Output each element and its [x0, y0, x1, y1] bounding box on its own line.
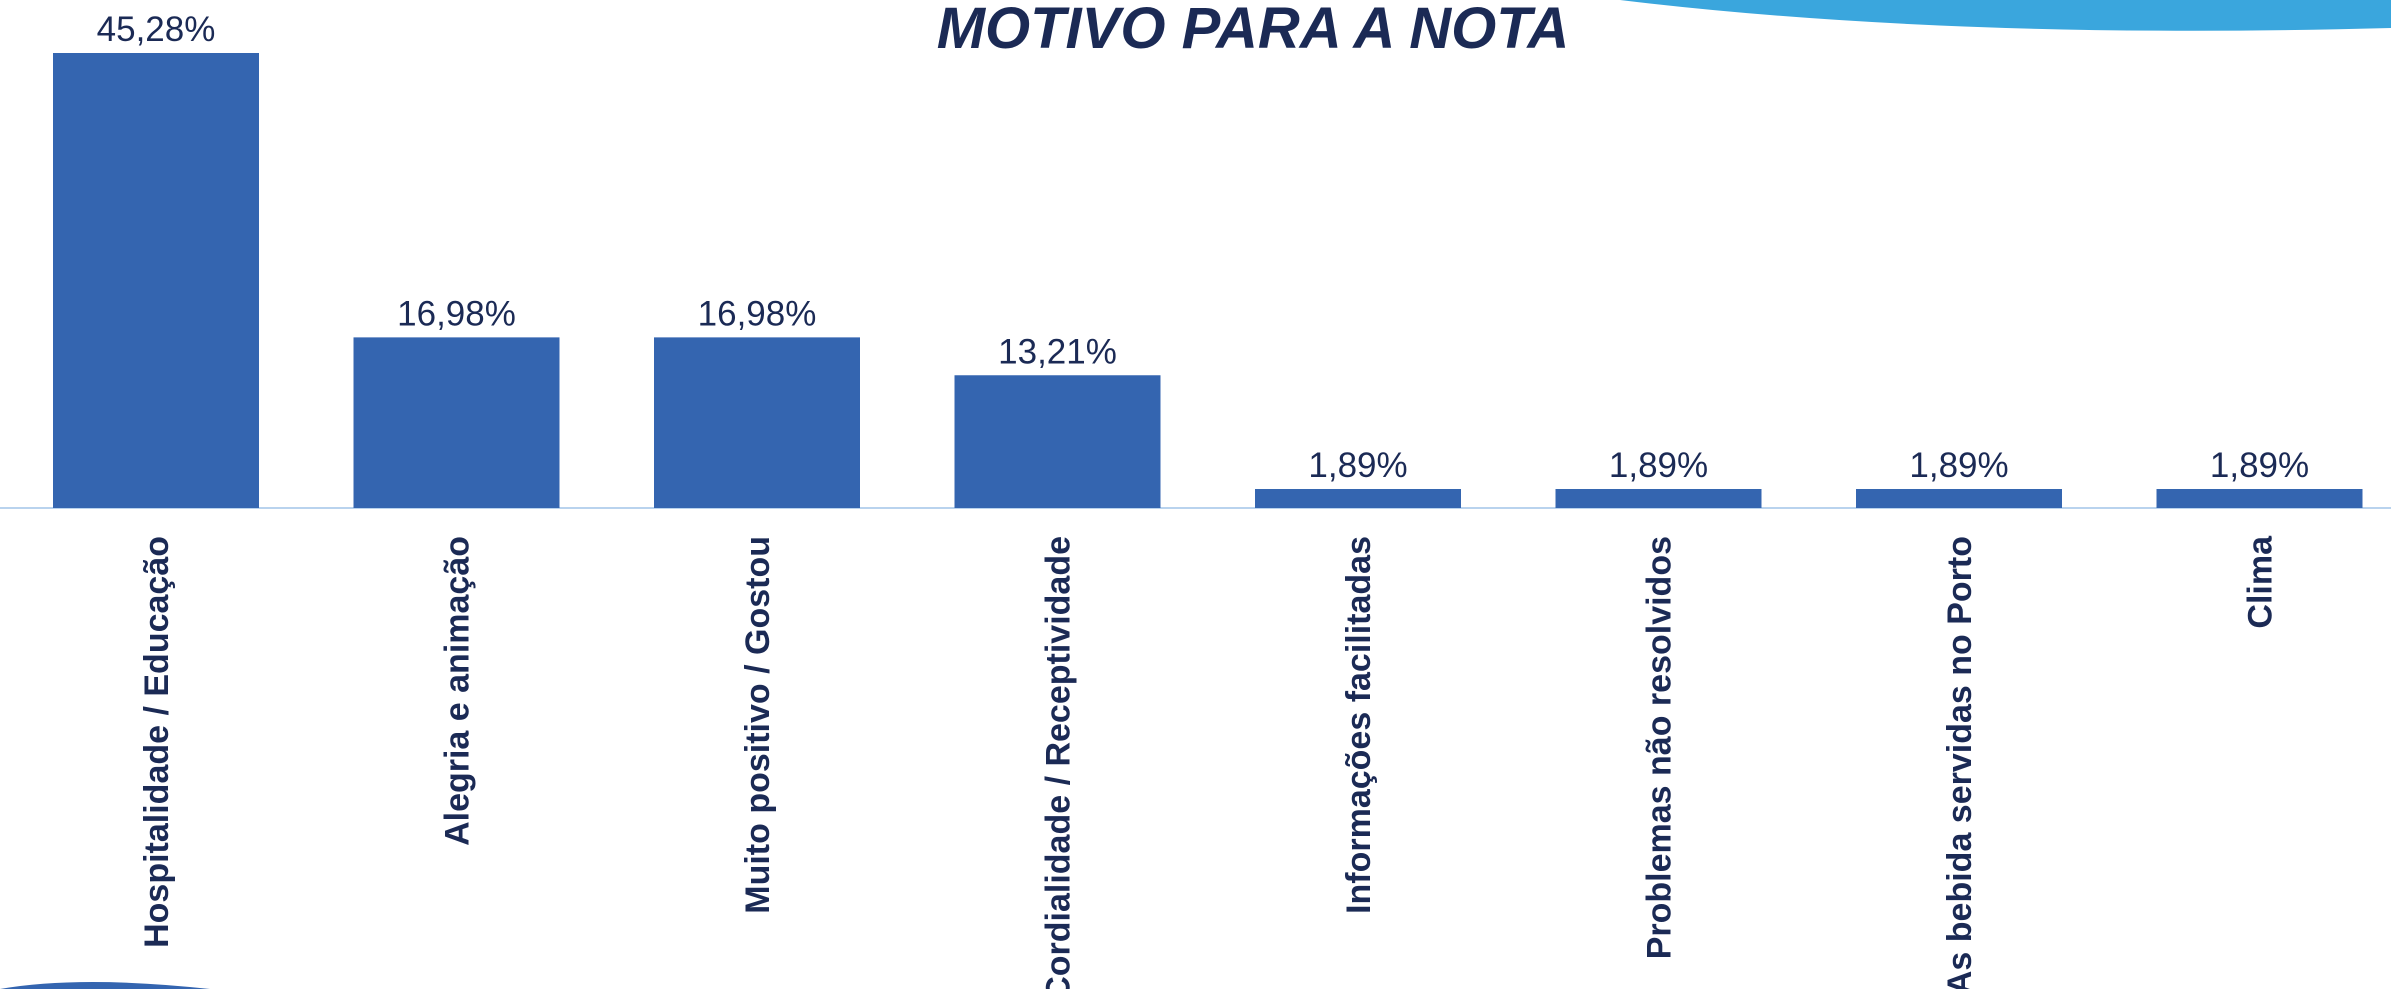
value-label: 16,98% — [397, 294, 516, 333]
value-label: 1,89% — [1609, 446, 1708, 485]
value-label: 1,89% — [1308, 446, 1407, 485]
value-label: 16,98% — [698, 294, 817, 333]
x-tick-label: Clima — [2242, 535, 2280, 629]
x-tick-label: Alegria e animação — [439, 536, 477, 846]
x-tick-label: As bebida servidas no Porto — [1941, 536, 1979, 989]
bar — [353, 337, 560, 508]
value-label: 1,89% — [2210, 446, 2309, 485]
x-tick-label: Informações facilitadas — [1340, 536, 1378, 914]
x-tick-label: Muito positivo / Gostou — [739, 536, 777, 914]
value-label: 13,21% — [998, 332, 1117, 371]
value-label: 45,28% — [97, 10, 216, 49]
bar — [53, 53, 259, 508]
bar — [954, 375, 1161, 508]
x-tick-label: Hospitalidade / Educação — [138, 536, 176, 948]
bar — [1856, 489, 2062, 508]
bar — [2156, 489, 2363, 508]
decor-swoosh — [1620, 0, 2391, 31]
bar — [1255, 489, 1461, 508]
x-tick-label: Problemas não resolvidos — [1641, 536, 1679, 959]
bar — [654, 337, 860, 508]
x-tick-label: Cordialidade / Receptividade — [1040, 536, 1078, 989]
value-label: 1,89% — [1909, 446, 2008, 485]
chart-title: MOTIVO PARA A NOTA — [937, 0, 1570, 61]
decor-swoosh — [0, 982, 210, 989]
bar — [1555, 489, 1762, 508]
